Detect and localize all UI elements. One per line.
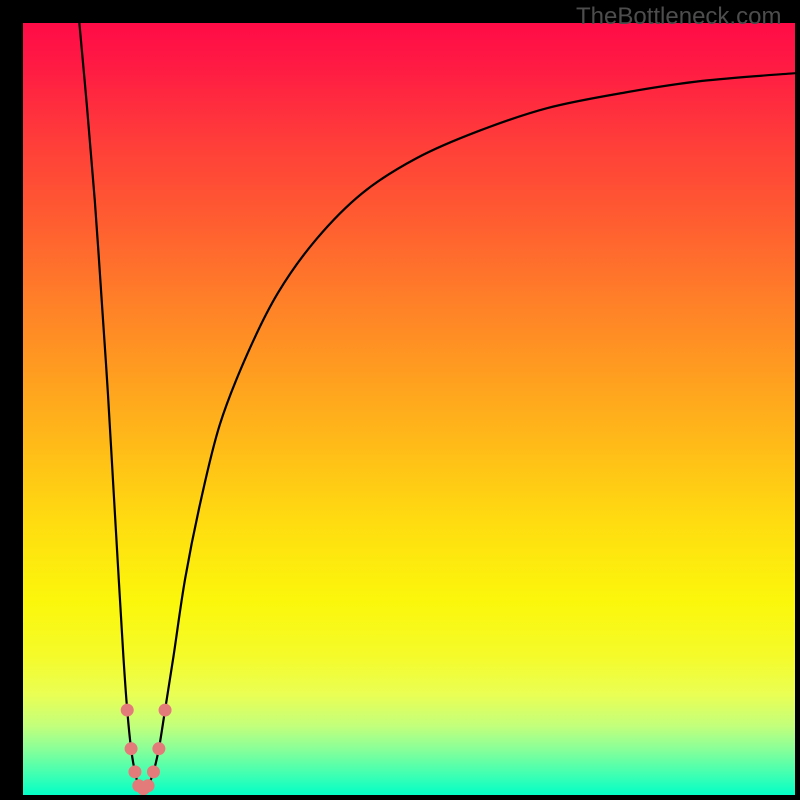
gradient-background	[23, 23, 795, 795]
plot-area	[23, 23, 795, 795]
watermark-text: TheBottleneck.com	[576, 3, 781, 31]
figure-root: TheBottleneck.com	[0, 0, 800, 800]
